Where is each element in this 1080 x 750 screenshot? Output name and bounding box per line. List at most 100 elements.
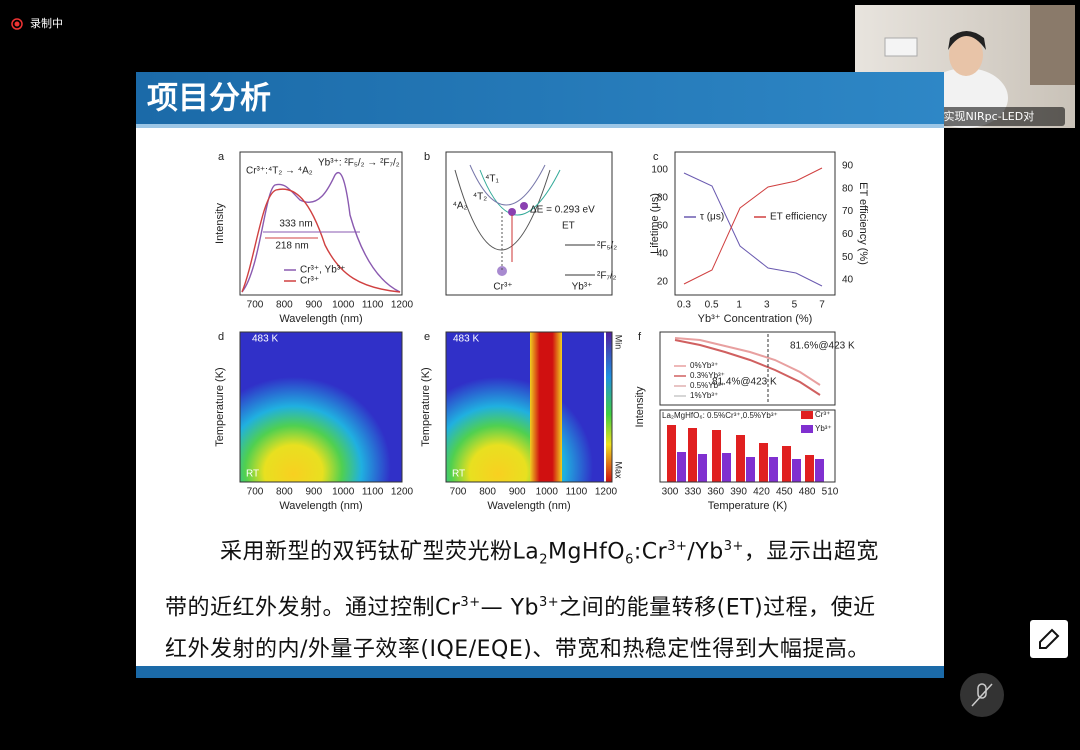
heatmap [446,332,604,482]
x-tick-label: 900 [305,300,322,311]
panel-letter: b [424,151,430,163]
legend-label: Cr³⁺, Yb³⁺ [300,265,345,276]
paragraph-line: 红外发射的内/外量子效率(IQE/EQE)、带宽和热稳定性得到大幅提高。 [165,629,925,671]
x-axis-label: Wavelength (nm) [279,313,362,325]
x-axis-label: Temperature (K) [708,500,787,512]
x-tick-label: 800 [479,487,496,498]
x-tick-label: 1000 [332,487,355,498]
x-tick-label: 1 [736,300,742,311]
annotation: Cr³⁺:⁴T₂ → ⁴A₂ [246,166,313,177]
paragraph: 采用新型的双钙钛矿型荧光粉La2MgHfO6:Cr3+/Yb3+，显示出超宽 带… [165,526,925,671]
text: 带的近红外发射。通过控制Cr [165,595,461,621]
text: 3+ [667,539,688,554]
x-tick-label: 360 [707,487,724,498]
recording-label: 录制中 [30,17,63,30]
plot-frame [659,409,836,483]
text: — Yb [480,595,539,621]
bar [736,435,745,482]
x-tick-label: 0.3 [677,300,691,311]
text: 采用新型的双钙钛矿型荧光粉La [220,539,540,565]
x-tick-label: 1100 [362,300,384,311]
x-tick-label: 1000 [536,487,559,498]
curve [469,164,546,206]
text: :Cr [633,539,668,565]
bar [782,446,791,482]
annotation: 483 K [453,334,479,345]
paragraph-line: 采用新型的双钙钛矿型荧光粉La2MgHfO6:Cr3+/Yb3+，显示出超宽 [165,526,925,582]
state [508,208,516,216]
bar [667,425,676,482]
bottom-bar [136,666,944,678]
legend-label: Cr³⁺ [300,276,319,287]
y2-tick-label: 40 [842,275,854,286]
x-tick-label: 5 [792,300,798,311]
x-tick-label: 1000 [332,300,355,311]
annotation: ⁴T₁ [485,174,499,185]
x-tick-label: 1200 [391,487,414,498]
annotation: Yb³⁺ [572,282,593,293]
y2-axis-label: ET efficiency (%) [857,182,869,265]
text: /Yb [687,539,724,565]
plot-frame [445,151,613,296]
y-axis-label: Temperature (K) [214,367,226,446]
legend-swatch [801,411,813,419]
y-axis-label: Intensity [634,386,646,427]
paragraph-line: 带的近红外发射。通过控制Cr3+— Yb3+之间的能量转移(ET)过程，使近 [165,582,925,629]
curve [241,188,401,293]
y-tick-label: 20 [657,277,669,288]
text: 红外发射的内/外量子效率(IQE/EQE)、带宽和热稳定性得到大幅提高。 [165,637,870,663]
plot-frame [659,331,836,406]
legend-label: 0.5%Yb³⁺ [690,381,725,390]
plot-frame [445,331,613,483]
text: 2 [539,552,549,568]
curve [674,337,821,386]
y-axis-label: Temperature (K) [420,367,432,446]
text: 3+ [460,594,481,610]
x-tick-label: 480 [799,487,816,498]
x-tick-label: 510 [822,487,839,498]
state [520,202,528,210]
bar [746,457,755,482]
bar [677,452,686,482]
annotation: ²F₅/₂ [597,241,617,252]
annotation: ⁴A₂ [453,201,468,212]
y-tick-label: 40 [657,249,669,260]
x-tick-label: 0.5 [705,300,719,311]
y-tick-label: 100 [651,165,668,176]
legend-label: 0.3%Yb³⁺ [690,371,725,380]
curve [683,167,823,285]
x-tick-label: 330 [685,487,702,498]
y2-tick-label: 60 [842,229,854,240]
legend-label: τ (μs) [700,212,724,223]
bar [792,459,801,482]
plot-frame [239,331,403,483]
annotation: 81.6%@423 K [790,341,855,352]
window [1030,5,1075,85]
x-tick-label: 3 [764,300,770,311]
annotation: 218 nm [275,241,308,252]
x-tick-label: 900 [509,487,526,498]
annotation: ΔE = 0.293 eV [530,205,595,216]
text: 之间的能量转移(ET)过程，使近 [559,595,876,621]
x-tick-label: 800 [276,300,293,311]
heatmap-band [530,332,562,482]
legend-label: Cr³⁺ [815,410,830,419]
slide-title: 项目分析 [147,81,271,117]
x-tick-label: 420 [753,487,770,498]
bar [805,455,814,482]
text: 3+ [539,594,560,610]
edit-button[interactable] [1030,620,1068,658]
colorbar [606,332,612,482]
x-axis-label: Yb³⁺ Concentration (%) [698,313,813,325]
x-tick-label: 700 [247,300,264,311]
bar [688,428,697,482]
colorbar-label: Max [614,461,624,479]
text: MgHfO [548,539,626,565]
y2-tick-label: 70 [842,206,854,217]
x-tick-label: 700 [450,487,467,498]
x-tick-label: 1100 [566,487,588,498]
person-face [949,34,983,76]
y-tick-label: 60 [657,221,669,232]
